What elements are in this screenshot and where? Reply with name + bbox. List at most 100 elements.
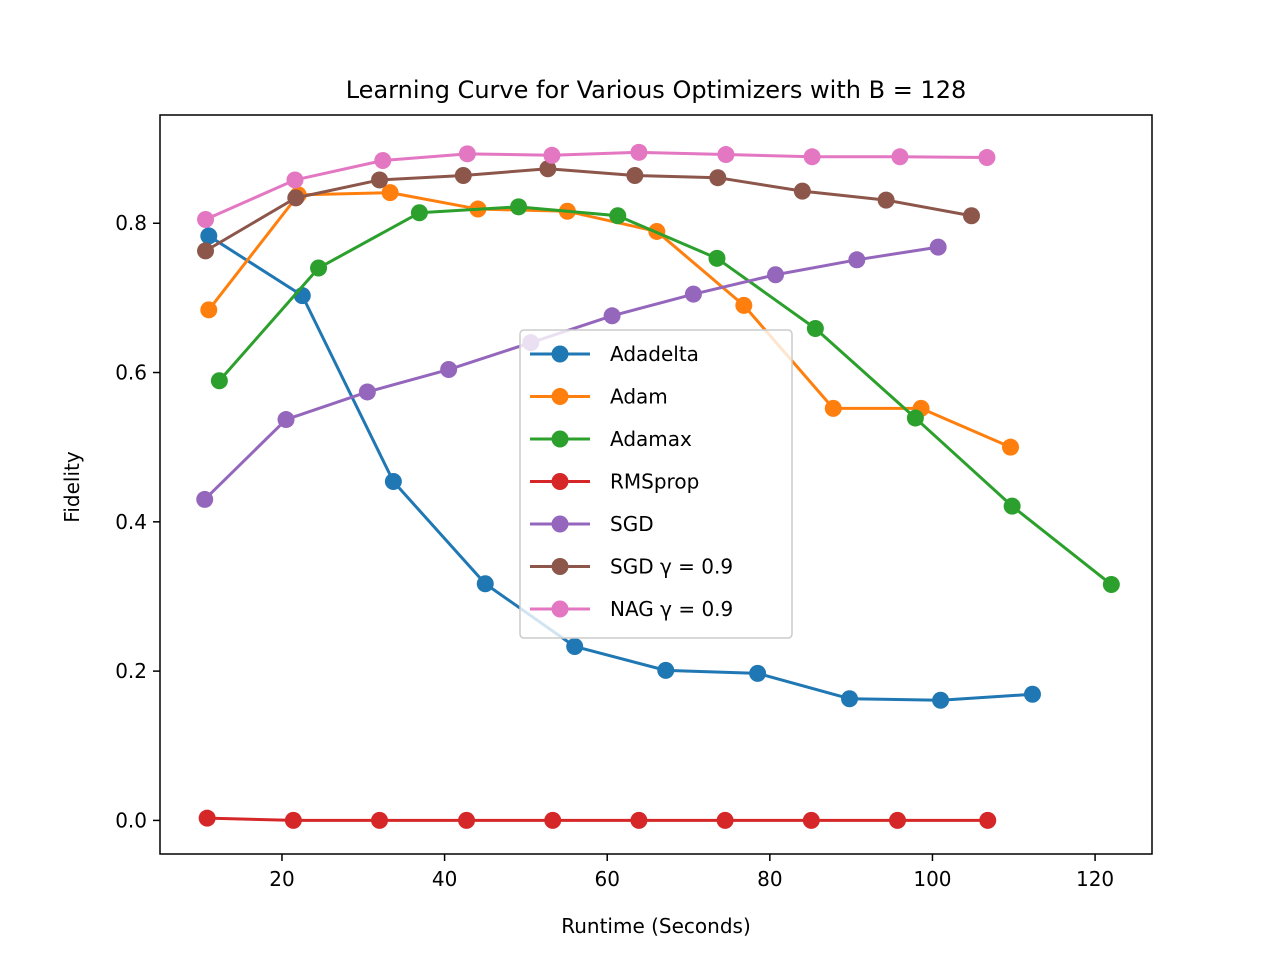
legend: Adadelta Adam Adamax RMSprop SGD SGD γ = 0.9 N… (519, 329, 793, 639)
axes-frame (159, 114, 1153, 855)
legend-label-6: NAG γ = 0.9 (610, 597, 733, 621)
legend-swatch-marker-0 (551, 345, 569, 363)
legend-label-0: Adadelta (610, 342, 699, 366)
data-point-2-3 (510, 198, 528, 216)
data-point-6-3 (458, 145, 476, 163)
data-point-1-2 (381, 184, 399, 202)
data-point-5-7 (793, 182, 811, 200)
y-tick-label-4: 0.8 (115, 211, 147, 235)
x-tick-label-3: 80 (757, 867, 782, 891)
x-tick-label-1: 40 (432, 867, 457, 891)
data-point-3-4 (544, 811, 562, 829)
data-point-2-7 (906, 409, 924, 427)
data-point-1-6 (735, 296, 753, 314)
x-axis-title: Runtime (Seconds) (561, 914, 751, 938)
x-tick-label-5: 120 (1076, 867, 1114, 891)
series-0 (200, 227, 1041, 709)
data-point-6-7 (803, 148, 821, 166)
data-point-6-1 (286, 171, 304, 189)
series-3 (198, 809, 997, 829)
legend-swatch-marker-6 (551, 600, 569, 618)
series-2 (210, 198, 1120, 594)
y-tick-label-0: 0.0 (115, 808, 147, 832)
data-point-4-3 (440, 361, 458, 379)
series-line-0 (207, 234, 1033, 702)
series-line-3 (207, 816, 988, 822)
legend-swatch-marker-3 (551, 473, 569, 490)
data-point-2-1 (310, 259, 328, 277)
data-point-2-6 (806, 319, 824, 337)
data-point-1-7 (824, 399, 842, 417)
data-point-5-1 (287, 189, 305, 207)
data-point-5-6 (709, 169, 727, 187)
data-point-0-5 (657, 661, 675, 679)
data-point-5-4 (539, 160, 557, 178)
data-point-0-2 (384, 473, 402, 491)
axes: 20 40 60 80 100 120 0.0 0.2 0.4 0.6 0.8 (115, 114, 1153, 891)
data-point-0-1 (293, 287, 311, 305)
series-line-5 (204, 167, 972, 253)
data-point-3-6 (716, 811, 734, 829)
data-point-4-2 (358, 383, 376, 401)
series-line-6 (204, 150, 987, 221)
legend-swatch-marker-4 (551, 515, 569, 533)
data-point-1-0 (200, 301, 218, 319)
legend-label-5: SGD γ = 0.9 (610, 555, 733, 579)
legend-swatch-marker-5 (551, 558, 569, 575)
data-point-4-0 (196, 490, 214, 508)
x-tick-label-4: 100 (913, 867, 951, 891)
data-point-2-8 (1003, 497, 1021, 515)
data-point-3-0 (198, 809, 216, 827)
data-point-5-0 (197, 242, 215, 260)
data-point-0-4 (566, 637, 584, 655)
data-point-6-6 (717, 146, 735, 164)
series-line-2 (218, 205, 1113, 586)
legend-swatch-marker-1 (551, 388, 569, 405)
legend-label-4: SGD (610, 512, 654, 536)
data-point-2-9 (1102, 576, 1120, 594)
data-point-0-6 (749, 664, 767, 682)
x-tick-label-2: 60 (594, 867, 619, 891)
x-tick-label-0: 20 (269, 867, 294, 891)
data-point-3-9 (979, 811, 997, 829)
data-point-2-4 (609, 207, 627, 225)
y-axis-title: Fidelity (60, 451, 84, 523)
data-point-1-9 (1002, 438, 1020, 456)
data-point-3-1 (284, 811, 302, 829)
data-point-4-1 (277, 411, 295, 429)
data-point-6-4 (543, 146, 561, 164)
data-point-5-5 (626, 166, 644, 184)
data-point-4-9 (929, 238, 947, 256)
data-point-0-0 (200, 227, 218, 245)
data-point-5-3 (454, 166, 472, 184)
data-point-0-9 (1023, 685, 1041, 703)
data-point-0-8 (932, 691, 950, 709)
data-point-2-0 (210, 372, 228, 390)
y-tick-label-3: 0.6 (115, 361, 147, 385)
data-point-4-6 (684, 285, 702, 303)
y-tick-label-2: 0.4 (115, 510, 147, 534)
data-point-4-7 (767, 266, 785, 284)
data-point-3-8 (889, 811, 906, 829)
series-4 (196, 238, 947, 508)
data-point-5-2 (371, 171, 389, 189)
data-point-4-5 (603, 307, 621, 325)
data-point-2-5 (708, 249, 726, 267)
series-5 (197, 160, 980, 260)
legend-box (519, 329, 793, 639)
legend-swatch-marker-2 (551, 430, 569, 448)
chart-title: Learning Curve for Various Optimizers wi… (346, 76, 967, 104)
data-point-6-2 (374, 152, 392, 170)
data-point-4-8 (848, 251, 866, 269)
legend-label-3: RMSprop (610, 470, 699, 494)
data-point-2-2 (410, 204, 428, 222)
legend-label-1: Adam (610, 385, 668, 409)
data-point-3-5 (630, 811, 648, 829)
series-line-4 (203, 245, 939, 501)
data-point-5-9 (962, 207, 980, 225)
series-6 (197, 143, 996, 229)
data-point-3-7 (802, 811, 820, 829)
data-point-6-9 (978, 149, 996, 167)
plot-area (196, 143, 1120, 829)
